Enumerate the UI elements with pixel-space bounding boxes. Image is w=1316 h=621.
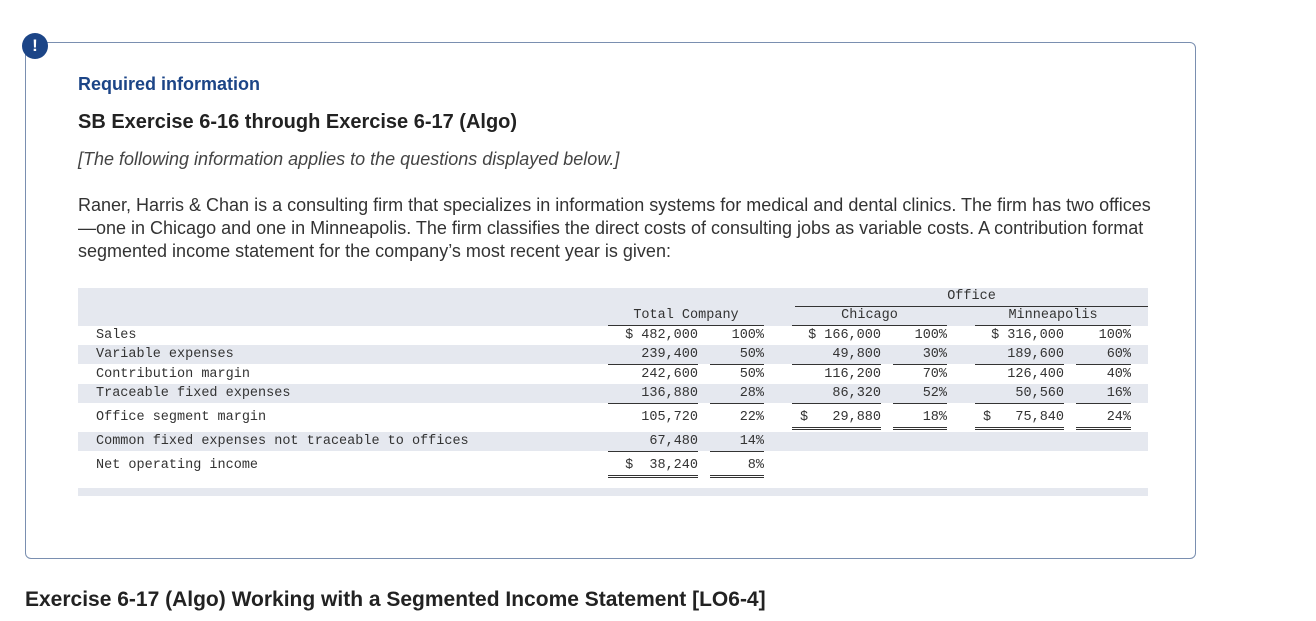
cell-value: 116,200: [824, 367, 881, 382]
cell-value: 136,880: [608, 384, 698, 404]
header-band: [78, 288, 1148, 326]
cell-value: 100%: [914, 328, 947, 343]
footer-band: [78, 488, 1148, 496]
info-card: [25, 42, 1196, 559]
cell-value: 189,600: [975, 345, 1064, 365]
note: [The following information applies to th…: [78, 149, 620, 169]
section-title: Exercise 6-17 (Algo) Working with a Segm…: [25, 588, 766, 611]
row-label: Sales: [96, 328, 137, 343]
cell-value: 50,560: [975, 384, 1064, 404]
group-header: Office: [795, 288, 1148, 307]
cell-value: 18%: [893, 408, 947, 430]
cell-value: $ 482,000: [625, 328, 698, 343]
cell-value: 16%: [1076, 384, 1131, 404]
cell-value: 100%: [731, 328, 764, 343]
row-band: [78, 432, 1148, 451]
cell-value: 22%: [739, 410, 764, 425]
row-label: Variable expenses: [96, 347, 234, 362]
row-band: [78, 384, 1148, 403]
column-header: Total Company: [608, 307, 764, 326]
cell-value: 8%: [710, 456, 764, 478]
cell-value: 67,480: [608, 432, 698, 452]
cell-value: 49,800: [792, 345, 881, 365]
paragraph: Raner, Harris & Chan is a consulting fir…: [78, 195, 1151, 261]
income-table: Office Total Company Chicago Minneapolis Sa…: [78, 288, 1148, 496]
cell-value: 60%: [1076, 345, 1131, 365]
column-header: Chicago: [792, 307, 947, 326]
alert-icon: !: [22, 33, 48, 59]
cell-value: 242,600: [641, 367, 698, 382]
cell-value: 24%: [1076, 408, 1131, 430]
cell-value: 52%: [893, 384, 947, 404]
cell-value: 105,720: [641, 410, 698, 425]
cell-value: 30%: [893, 345, 947, 365]
row-band: [78, 345, 1148, 364]
cell-value: 100%: [1098, 328, 1131, 343]
cell-value: $ 75,840: [975, 408, 1064, 430]
label: Required information: [78, 74, 261, 94]
cell-value: 126,400: [1007, 367, 1064, 382]
column-header: Minneapolis: [975, 307, 1131, 326]
cell-value: 14%: [710, 432, 764, 452]
cell-value: 40%: [1106, 367, 1131, 382]
row-label: Contribution margin: [96, 367, 250, 382]
row-label: Common fixed expenses not traceable to o…: [96, 434, 469, 449]
row-label: Office segment margin: [96, 410, 267, 425]
cell-value: $ 166,000: [808, 328, 881, 343]
row-label: Net operating income: [96, 458, 259, 473]
cell-value: 28%: [710, 384, 764, 404]
cell-value: 50%: [739, 367, 764, 382]
row-label: Traceable fixed expenses: [96, 386, 291, 401]
cell-value: $ 316,000: [991, 328, 1064, 343]
cell-value: $ 38,240: [608, 456, 698, 478]
cell-value: 70%: [922, 367, 947, 382]
cell-value: 239,400: [608, 345, 698, 365]
title: SB Exercise 6-16 through Exercise 6-17 (…: [78, 111, 518, 133]
cell-value: $ 29,880: [792, 408, 881, 430]
cell-value: 50%: [710, 345, 764, 365]
cell-value: 86,320: [792, 384, 881, 404]
